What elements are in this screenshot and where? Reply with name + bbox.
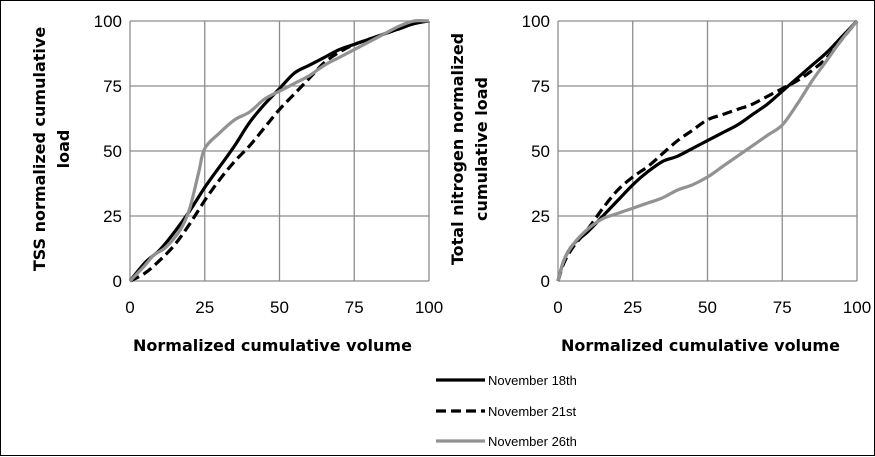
chart1-xtick-label: 25 — [195, 298, 214, 317]
chart1-ytick-label: 25 — [103, 207, 122, 226]
chart2-y-axis-title-line: Total nitrogen normalized — [448, 33, 467, 265]
chart2-ytick-label: 25 — [531, 207, 550, 226]
chart2-xtick-label: 50 — [698, 298, 717, 317]
chart2-ytick-label: 0 — [541, 272, 550, 291]
chart1-ytick-label: 50 — [103, 142, 122, 161]
chart1-y-axis-title-line: load — [54, 130, 73, 169]
chart1-ytick-label: 100 — [94, 12, 122, 31]
chart2-ytick-label: 75 — [531, 77, 550, 96]
chart1-y-axis-title-line: TSS normalized cumulative — [30, 27, 49, 271]
chart2-y-axis-title-line: cumulative load — [472, 77, 491, 221]
legend-label-3: November 26th — [488, 434, 577, 449]
chart2-xtick-label: 25 — [623, 298, 642, 317]
chart2-xtick-label: 100 — [843, 298, 871, 317]
chart1-ytick-label: 0 — [113, 272, 122, 291]
chart2-xtick-label: 0 — [553, 298, 562, 317]
legend-label-1: November 18th — [488, 373, 577, 388]
chart1-ytick-label: 75 — [103, 77, 122, 96]
legend-label-2: November 21st — [488, 404, 577, 419]
chart2-ytick-label: 50 — [531, 142, 550, 161]
chart2-series-line-3 — [556, 19, 859, 282]
chart1-series-line-2 — [129, 19, 430, 283]
chart2-x-axis-title: Normalized cumulative volume — [561, 336, 840, 355]
chart1-xtick-label: 0 — [125, 298, 134, 317]
chart2-xtick-label: 75 — [773, 298, 792, 317]
chart1-series-line-3 — [128, 19, 430, 283]
chart1-x-axis-title: Normalized cumulative volume — [133, 336, 412, 355]
chart1-xtick-label: 75 — [345, 298, 364, 317]
chart1-xtick-label: 100 — [415, 298, 443, 317]
chart2-series-line-2 — [556, 19, 859, 282]
chart2-ytick-label: 100 — [522, 12, 550, 31]
chart1-xtick-label: 50 — [270, 298, 289, 317]
